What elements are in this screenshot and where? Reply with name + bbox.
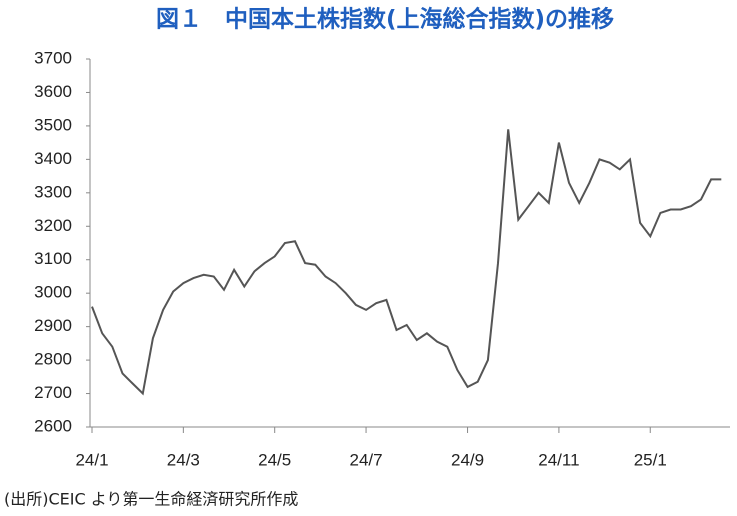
x-tick-label: 24/11 — [538, 450, 579, 469]
x-tick-label: 25/1 — [634, 450, 667, 469]
x-tick-label: 24/7 — [350, 450, 383, 469]
x-tick-label: 24/1 — [75, 450, 108, 469]
y-tick-label: 3300 — [34, 182, 72, 201]
x-tick-label: 24/3 — [167, 450, 200, 469]
y-tick-label: 2800 — [34, 350, 72, 369]
y-tick-label: 3200 — [34, 216, 72, 235]
y-tick-label: 3700 — [34, 48, 72, 67]
y-tick-label: 3500 — [34, 115, 72, 134]
chart-title: 図１ 中国本土株指数(上海総合指数)の推移 — [156, 6, 614, 33]
y-tick-label: 2900 — [34, 316, 72, 335]
y-tick-label: 3600 — [34, 82, 72, 101]
y-tick-label: 2600 — [34, 416, 72, 435]
y-tick-label: 2700 — [34, 383, 72, 402]
index-line — [91, 129, 722, 396]
source-note: (出所)CEIC より第一生命経済研究所作成 — [4, 490, 298, 509]
y-tick-label: 3000 — [34, 283, 72, 302]
y-tick-label: 3400 — [34, 149, 72, 168]
y-tick-label: 3100 — [34, 249, 72, 268]
x-tick-label: 24/5 — [258, 450, 291, 469]
x-tick-label: 24/9 — [451, 450, 484, 469]
